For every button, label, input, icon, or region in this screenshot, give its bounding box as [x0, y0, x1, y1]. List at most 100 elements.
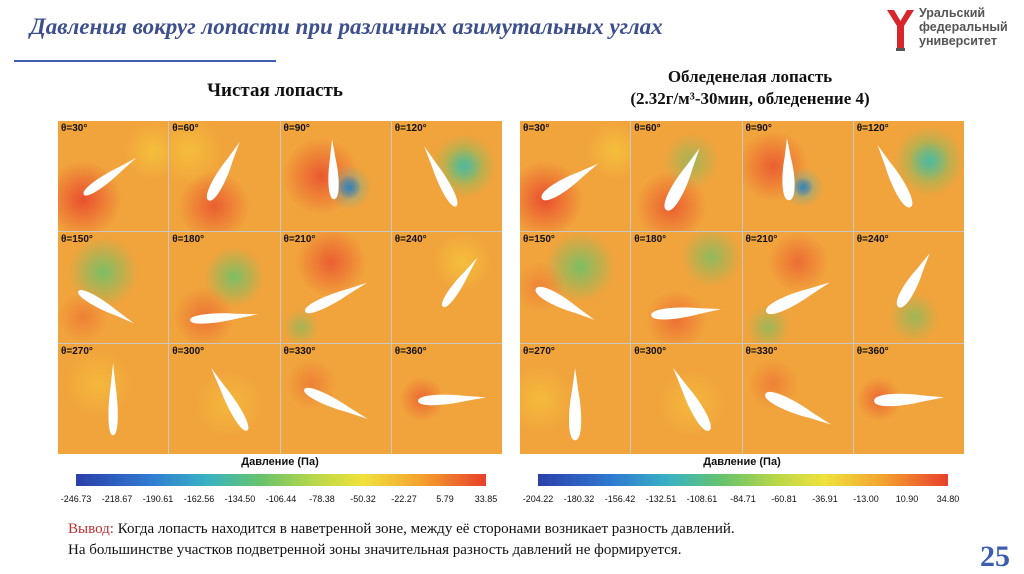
colorbar-tick-label: 10.90	[895, 494, 919, 504]
pressure-zone	[908, 141, 949, 182]
pressure-field	[282, 138, 371, 215]
iced-heading-line-2: (2.32г/м³-30мин, обледенение 4)	[630, 89, 870, 108]
iced-colorbar: Давление (Па) -204.22 -180.32 -156.42 -132.…	[520, 454, 964, 510]
iced-blade-heading: Обледенелая лопасть (2.32г/м³-30мин, обл…	[540, 66, 960, 110]
pressure-zone	[585, 121, 631, 182]
pressure-field	[431, 232, 492, 308]
clean-field-cell: θ=360°	[391, 343, 502, 454]
clean-field-cell: θ=120°	[391, 121, 502, 232]
conclusion-line-2: На большинстве участков подветренной зон…	[68, 542, 682, 558]
colorbar-tick-label: -106.44	[265, 494, 297, 504]
pressure-field	[58, 237, 139, 343]
azimuth-angle-label: θ=360°	[856, 345, 889, 357]
pressure-field	[282, 232, 367, 343]
conclusion-text-1: Когда лопасть находится в наветренной зо…	[113, 521, 735, 537]
pressure-zone	[745, 305, 790, 343]
blade-airfoil	[207, 141, 240, 201]
pressure-field	[174, 247, 265, 343]
azimuth-angle-label: θ=210°	[283, 234, 316, 246]
azimuth-angle-label: θ=180°	[634, 234, 667, 246]
colorbar-gradient	[538, 474, 948, 486]
pressure-zone	[169, 121, 225, 187]
azimuth-angle-label: θ=360°	[394, 345, 427, 357]
pressure-field	[194, 367, 265, 439]
iced-field-cell: θ=300°	[631, 343, 742, 454]
blade-airfoil	[417, 394, 486, 405]
blade-airfoil	[535, 287, 595, 321]
blade-airfoil	[541, 163, 599, 201]
colorbar-tick-label: 5.79	[436, 494, 454, 504]
iced-field-cell: θ=90°	[742, 121, 853, 232]
clean-blade-grid: θ=30° θ=60° θ=90° θ=120° θ=150° θ=180° θ=210° θ…	[58, 121, 502, 454]
blade-airfoil	[765, 282, 830, 315]
pressure-field	[58, 121, 169, 232]
azimuth-angle-label: θ=240°	[856, 234, 889, 246]
azimuth-angle-label: θ=210°	[745, 234, 778, 246]
iced-field-cell: θ=210°	[742, 232, 853, 343]
pressure-field	[169, 121, 250, 232]
azimuth-angle-label: θ=90°	[283, 123, 310, 134]
azimuth-angle-label: θ=330°	[283, 345, 316, 357]
pressure-zone	[445, 148, 482, 185]
colorbar-tick-label: 34.80	[936, 494, 960, 504]
pressure-zone	[282, 309, 319, 343]
colorbar-tick-label: -108.61	[686, 494, 718, 504]
colorbar-tick-label: -204.22	[522, 494, 554, 504]
iced-field-cell: θ=270°	[520, 343, 631, 454]
logo-line-3: университет	[919, 34, 997, 48]
pressure-zone	[179, 171, 250, 232]
clean-field-cell: θ=30°	[58, 121, 169, 232]
pressure-zone	[431, 232, 492, 293]
colorbar-tick-label: -50.32	[350, 494, 376, 504]
colorbar-tick-label: -180.32	[563, 494, 595, 504]
azimuth-angle-label: θ=60°	[634, 123, 661, 134]
colorbar-tick-label: -246.73	[60, 494, 92, 504]
blade-airfoil	[327, 139, 339, 200]
pressure-zone	[681, 232, 742, 288]
clean-field-cell: θ=240°	[391, 232, 502, 343]
pressure-zone	[68, 237, 139, 308]
colorbar-tick-label: -156.42	[604, 494, 636, 504]
iced-blade-grid: θ=30° θ=60° θ=90° θ=120° θ=150° θ=180° θ=210° θ…	[520, 121, 964, 454]
azimuth-angle-label: θ=60°	[172, 123, 199, 134]
clean-field-cell: θ=180°	[169, 232, 280, 343]
colorbar-tick-label: -218.67	[101, 494, 133, 504]
logo-line-2: федеральный	[919, 20, 1008, 34]
pressure-field	[63, 348, 134, 435]
colorbar-tick-label: -132.51	[645, 494, 677, 504]
blade-airfoil	[873, 393, 944, 406]
colorbar-gradient	[76, 474, 486, 486]
logo-line-1: Уральский	[919, 6, 986, 20]
blade-airfoil	[303, 387, 368, 419]
azimuth-angle-label: θ=120°	[856, 123, 889, 134]
pressure-zone	[63, 348, 134, 419]
azimuth-angle-label: θ=30°	[61, 123, 88, 134]
conclusion-line-1: Вывод: Когда лопасть находится в наветре…	[68, 519, 948, 540]
blade-airfoil	[441, 257, 478, 308]
pressure-field	[285, 358, 368, 419]
colorbar-tick-label: -190.61	[142, 494, 174, 504]
blade-airfoil	[877, 145, 912, 208]
clean-field-cell: θ=300°	[169, 343, 280, 454]
clean-field-cell: θ=150°	[58, 232, 169, 343]
clean-field-cell: θ=210°	[280, 232, 391, 343]
iced-field-cell: θ=330°	[742, 343, 853, 454]
azimuth-angle-label: θ=180°	[172, 234, 205, 246]
colorbar-ticks: -246.73 -218.67 -190.61 -162.56 -134.50 -106.…	[58, 494, 502, 506]
azimuth-angle-label: θ=270°	[61, 345, 93, 357]
clean-blade-heading: Чистая лопасть	[207, 80, 343, 101]
pressure-field	[399, 376, 486, 421]
iced-field-cell: θ=240°	[853, 232, 964, 343]
colorbar-tick-label: -60.81	[771, 494, 797, 504]
pressure-zone	[295, 232, 366, 298]
colorbar-tick-label: -22.27	[391, 494, 417, 504]
pressure-field	[747, 358, 831, 425]
pressure-field	[520, 363, 582, 440]
blade-airfoil	[569, 367, 582, 440]
title-underline	[14, 60, 276, 62]
clean-field-cell: θ=270°	[58, 343, 169, 454]
blade-airfoil	[211, 367, 249, 431]
pressure-field	[856, 376, 944, 421]
slide-title: Давления вокруг лопасти при различных аз…	[30, 14, 663, 39]
pressure-field	[646, 232, 742, 343]
